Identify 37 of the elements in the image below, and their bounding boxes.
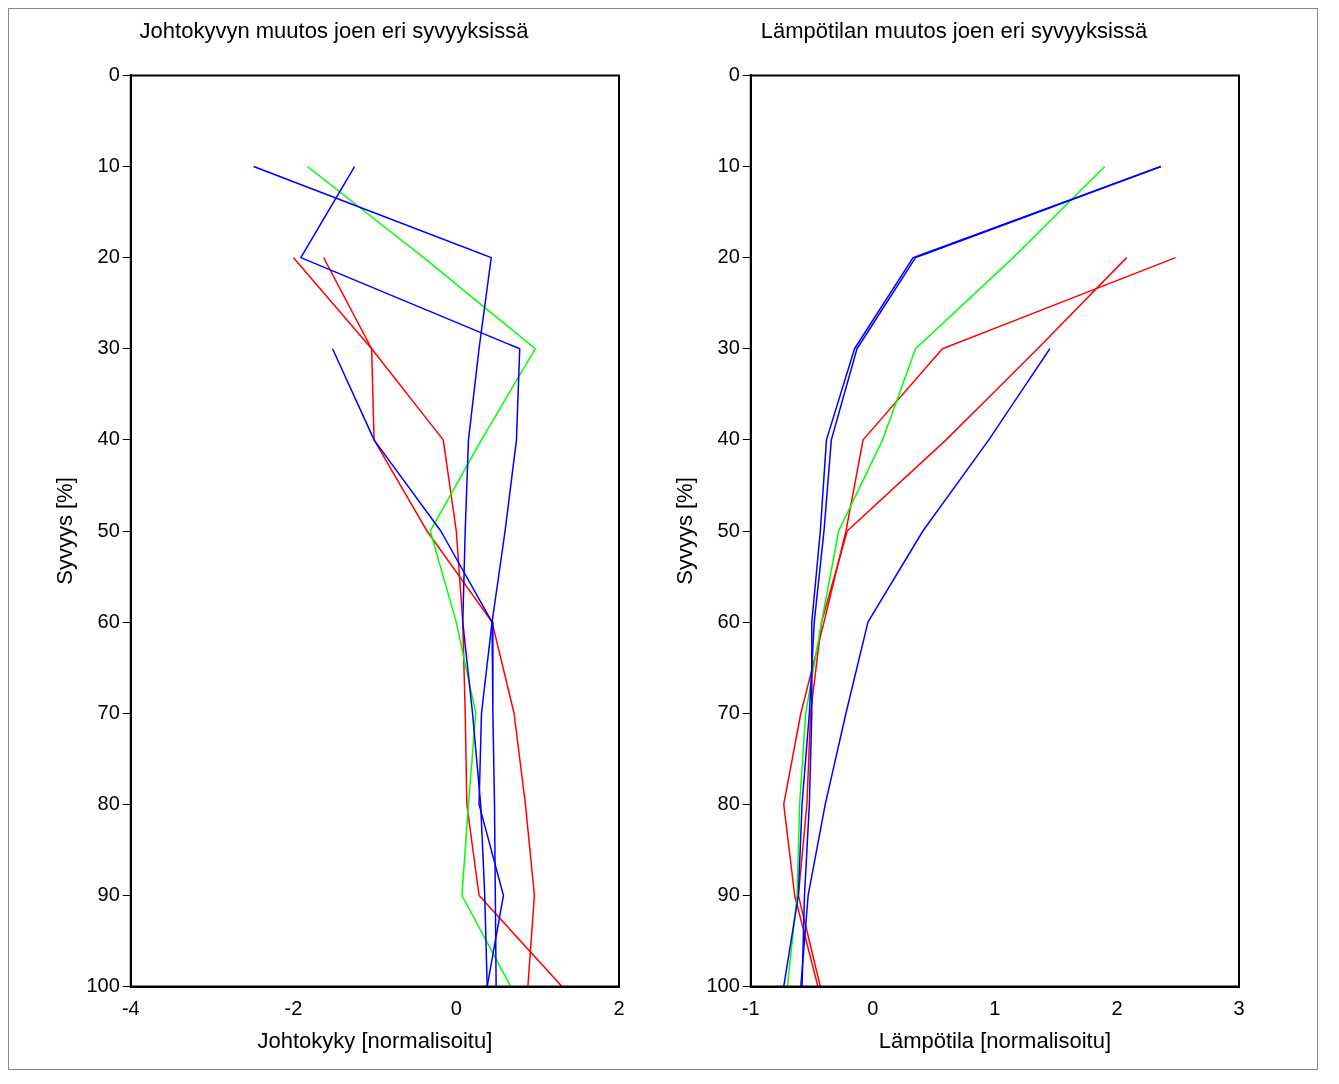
y-tick-label: 20 [97, 245, 120, 268]
y-tick-label: 30 [97, 336, 120, 359]
y-tick-label: 90 [717, 883, 740, 905]
y-tick-label: 10 [97, 154, 120, 177]
y-tick-label: 50 [97, 518, 120, 541]
x-axis-title: Johtokyky [normalisoitu] [257, 1027, 493, 1053]
y-tick-label: 40 [97, 427, 120, 450]
y-tick-label: 30 [717, 336, 740, 359]
y-tick-label: 90 [97, 883, 120, 905]
y-tick-label: 0 [728, 62, 740, 85]
chart-title: Lämpötilan muutos joen eri syvyyksissä [760, 18, 1148, 44]
y-tick-label: 100 [706, 974, 740, 997]
y-tick-label: 80 [97, 791, 120, 814]
y-tick-label: 70 [97, 700, 120, 723]
x-tick-label: -4 [121, 997, 140, 1020]
x-tick-label: 0 [867, 997, 879, 1020]
x-tick-label: 2 [613, 997, 625, 1020]
y-tick-label: 60 [717, 609, 740, 632]
x-tick-label: 0 [450, 997, 462, 1020]
y-tick-label: 20 [717, 245, 740, 268]
x-tick-label: 1 [989, 997, 1001, 1020]
y-tick-label: 40 [717, 427, 740, 450]
y-tick-label: 60 [97, 609, 120, 632]
x-tick-label: 3 [1233, 997, 1245, 1020]
x-tick-label: -1 [741, 997, 760, 1020]
y-tick-label: 100 [86, 974, 120, 997]
y-tick-label: 50 [717, 518, 740, 541]
y-tick-label: 10 [717, 154, 740, 177]
y-axis-title: Syvyys [%] [52, 477, 78, 585]
x-tick-label: -2 [284, 997, 303, 1020]
y-tick-label: 80 [717, 791, 740, 814]
chart-title: Johtokyvyn muutos joen eri syvyyksissä [139, 18, 530, 44]
x-axis-title: Lämpötila [normalisoitu] [878, 1027, 1112, 1053]
y-tick-label: 0 [108, 62, 120, 85]
y-tick-label: 70 [717, 700, 740, 723]
y-axis-title: Syvyys [%] [672, 477, 698, 585]
x-tick-label: 2 [1111, 997, 1123, 1020]
